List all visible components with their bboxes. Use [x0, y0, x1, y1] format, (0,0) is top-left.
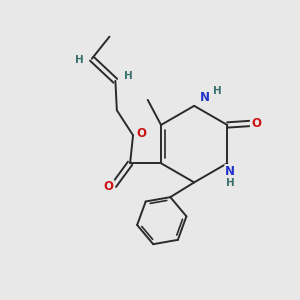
Text: H: H — [226, 178, 235, 188]
Text: H: H — [124, 71, 133, 81]
Text: H: H — [213, 85, 221, 95]
Text: N: N — [225, 165, 235, 178]
Text: N: N — [200, 91, 210, 104]
Text: O: O — [251, 117, 261, 130]
Text: O: O — [103, 180, 114, 193]
Text: O: O — [136, 127, 146, 140]
Text: H: H — [75, 55, 84, 65]
